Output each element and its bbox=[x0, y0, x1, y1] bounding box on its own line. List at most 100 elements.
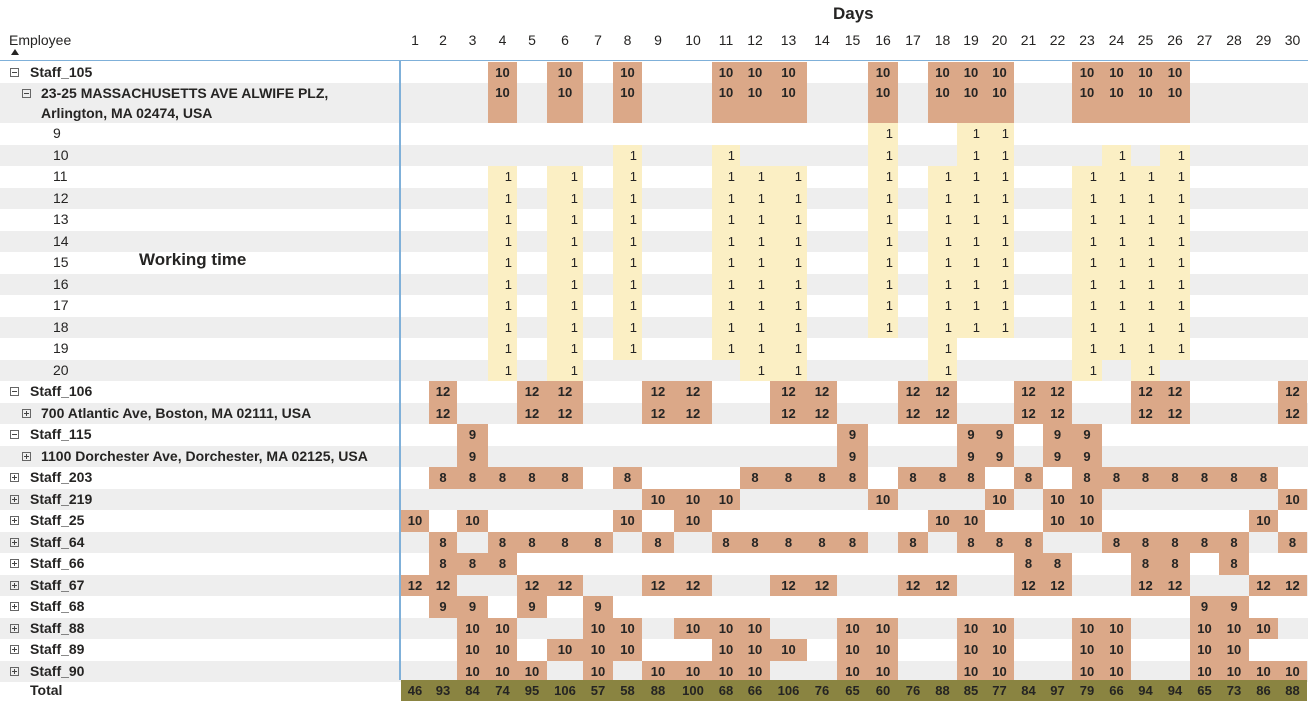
value-cell[interactable]: 12 bbox=[1131, 402, 1160, 424]
value-cell[interactable]: 9 bbox=[837, 445, 868, 467]
employee-row[interactable]: Staff_89 10 10 10 10 10 10 10 10 10 10 10 10 10 10 10 10 bbox=[0, 639, 1308, 661]
value-cell[interactable]: 10 bbox=[1249, 510, 1278, 532]
value-cell[interactable]: 9 bbox=[1072, 445, 1102, 467]
value-cell[interactable]: 10 bbox=[957, 62, 985, 84]
value-cell[interactable]: 10 bbox=[1249, 660, 1278, 682]
value-cell[interactable]: 10 bbox=[1102, 83, 1131, 123]
value-cell[interactable]: 1 bbox=[1160, 209, 1190, 231]
value-cell[interactable]: 1 bbox=[1131, 295, 1160, 317]
value-cell[interactable]: 10 bbox=[985, 617, 1014, 639]
value-cell[interactable]: 10 bbox=[1043, 510, 1072, 532]
value-cell[interactable]: 1 bbox=[868, 273, 898, 295]
value-cell[interactable]: 8 bbox=[807, 531, 837, 553]
value-cell[interactable]: 12 bbox=[1131, 574, 1160, 596]
value-cell[interactable]: 12 bbox=[928, 574, 957, 596]
total-cell[interactable]: 79 bbox=[1072, 680, 1102, 701]
value-cell[interactable]: 1 bbox=[1131, 209, 1160, 231]
value-cell[interactable]: 12 bbox=[928, 402, 957, 424]
total-cell[interactable]: 57 bbox=[583, 680, 613, 701]
hour-row[interactable]: 14 1 1 1 1 1 1 1 1 1 1 1 1 1 1 bbox=[0, 230, 1308, 252]
day-header-20[interactable]: 20 bbox=[991, 32, 1008, 48]
value-cell[interactable]: 8 bbox=[957, 467, 985, 489]
value-cell[interactable]: 8 bbox=[488, 531, 517, 553]
hour-row[interactable]: 19 1 1 1 1 1 1 1 1 1 1 1 bbox=[0, 338, 1308, 360]
total-cell[interactable]: 88 bbox=[642, 680, 674, 701]
value-cell[interactable]: 1 bbox=[740, 338, 770, 360]
total-cell[interactable]: 74 bbox=[488, 680, 517, 701]
value-cell[interactable]: 1 bbox=[957, 166, 985, 188]
value-cell[interactable]: 10 bbox=[1072, 488, 1102, 510]
value-cell[interactable]: 12 bbox=[770, 381, 807, 403]
value-cell[interactable]: 1 bbox=[1160, 230, 1190, 252]
value-cell[interactable]: 1 bbox=[1131, 252, 1160, 274]
value-cell[interactable]: 1 bbox=[740, 316, 770, 338]
value-cell[interactable]: 1 bbox=[1160, 273, 1190, 295]
value-cell[interactable]: 1 bbox=[488, 316, 517, 338]
day-header-27[interactable]: 27 bbox=[1196, 32, 1213, 48]
value-cell[interactable]: 1 bbox=[770, 273, 807, 295]
value-cell[interactable]: 10 bbox=[547, 62, 583, 84]
total-cell[interactable]: 60 bbox=[868, 680, 898, 701]
value-cell[interactable]: 8 bbox=[1131, 553, 1160, 575]
value-cell[interactable]: 1 bbox=[770, 166, 807, 188]
collapse-icon[interactable] bbox=[10, 68, 19, 78]
value-cell[interactable]: 1 bbox=[928, 166, 957, 188]
value-cell[interactable]: 1 bbox=[740, 166, 770, 188]
value-cell[interactable]: 10 bbox=[740, 639, 770, 661]
value-cell[interactable]: 1 bbox=[547, 166, 583, 188]
day-header-19[interactable]: 19 bbox=[963, 32, 979, 48]
value-cell[interactable]: 1 bbox=[1160, 187, 1190, 209]
value-cell[interactable]: 9 bbox=[985, 424, 1014, 446]
value-cell[interactable]: 1 bbox=[1102, 273, 1131, 295]
day-header-17[interactable]: 17 bbox=[905, 32, 921, 48]
value-cell[interactable]: 10 bbox=[837, 639, 868, 661]
value-cell[interactable]: 10 bbox=[457, 660, 488, 682]
value-cell[interactable]: 1 bbox=[957, 209, 985, 231]
value-cell[interactable]: 8 bbox=[547, 467, 583, 489]
value-cell[interactable]: 1 bbox=[1131, 359, 1160, 381]
day-header-1[interactable]: 1 bbox=[411, 32, 419, 48]
value-cell[interactable]: 1 bbox=[770, 252, 807, 274]
value-cell[interactable]: 10 bbox=[488, 617, 517, 639]
day-header-23[interactable]: 23 bbox=[1079, 32, 1095, 48]
value-cell[interactable]: 10 bbox=[740, 617, 770, 639]
value-cell[interactable]: 1 bbox=[770, 338, 807, 360]
address-row[interactable]: 700 Atlantic Ave, Boston, MA 02111, USA 1… bbox=[0, 402, 1308, 424]
value-cell[interactable]: 10 bbox=[613, 617, 642, 639]
value-cell[interactable]: 1 bbox=[712, 209, 740, 231]
value-cell[interactable]: 1 bbox=[712, 230, 740, 252]
value-cell[interactable]: 10 bbox=[1131, 83, 1160, 123]
value-cell[interactable]: 12 bbox=[1249, 574, 1278, 596]
value-cell[interactable]: 1 bbox=[868, 230, 898, 252]
hour-row[interactable]: 11 1 1 1 1 1 1 1 1 1 1 1 1 1 1 bbox=[0, 166, 1308, 188]
value-cell[interactable]: 1 bbox=[613, 295, 642, 317]
value-cell[interactable]: 8 bbox=[1131, 531, 1160, 553]
hour-row[interactable]: 20 1 1 1 1 1 1 1 bbox=[0, 359, 1308, 381]
value-cell[interactable]: 1 bbox=[1131, 273, 1160, 295]
value-cell[interactable]: 8 bbox=[1160, 467, 1190, 489]
value-cell[interactable]: 1 bbox=[488, 273, 517, 295]
value-cell[interactable]: 8 bbox=[429, 467, 457, 489]
value-cell[interactable]: 1 bbox=[740, 273, 770, 295]
value-cell[interactable]: 10 bbox=[613, 639, 642, 661]
value-cell[interactable]: 8 bbox=[928, 467, 957, 489]
value-cell[interactable]: 12 bbox=[898, 574, 928, 596]
day-header-9[interactable]: 9 bbox=[654, 32, 662, 48]
hour-row[interactable]: 16 1 1 1 1 1 1 1 1 1 1 1 1 1 1 bbox=[0, 273, 1308, 295]
value-cell[interactable]: 1 bbox=[547, 338, 583, 360]
value-cell[interactable]: 10 bbox=[1278, 488, 1307, 510]
total-cell[interactable]: 68 bbox=[712, 680, 740, 701]
value-cell[interactable]: 10 bbox=[583, 660, 613, 682]
value-cell[interactable]: 12 bbox=[807, 381, 837, 403]
value-cell[interactable]: 8 bbox=[429, 531, 457, 553]
total-cell[interactable]: 94 bbox=[1160, 680, 1190, 701]
value-cell[interactable]: 8 bbox=[583, 531, 613, 553]
value-cell[interactable]: 1 bbox=[868, 295, 898, 317]
total-cell[interactable]: 76 bbox=[898, 680, 928, 701]
value-cell[interactable]: 1 bbox=[613, 273, 642, 295]
day-header-24[interactable]: 24 bbox=[1108, 32, 1125, 48]
value-cell[interactable]: 1 bbox=[928, 295, 957, 317]
value-cell[interactable]: 8 bbox=[1072, 467, 1102, 489]
expand-icon[interactable] bbox=[10, 645, 19, 655]
